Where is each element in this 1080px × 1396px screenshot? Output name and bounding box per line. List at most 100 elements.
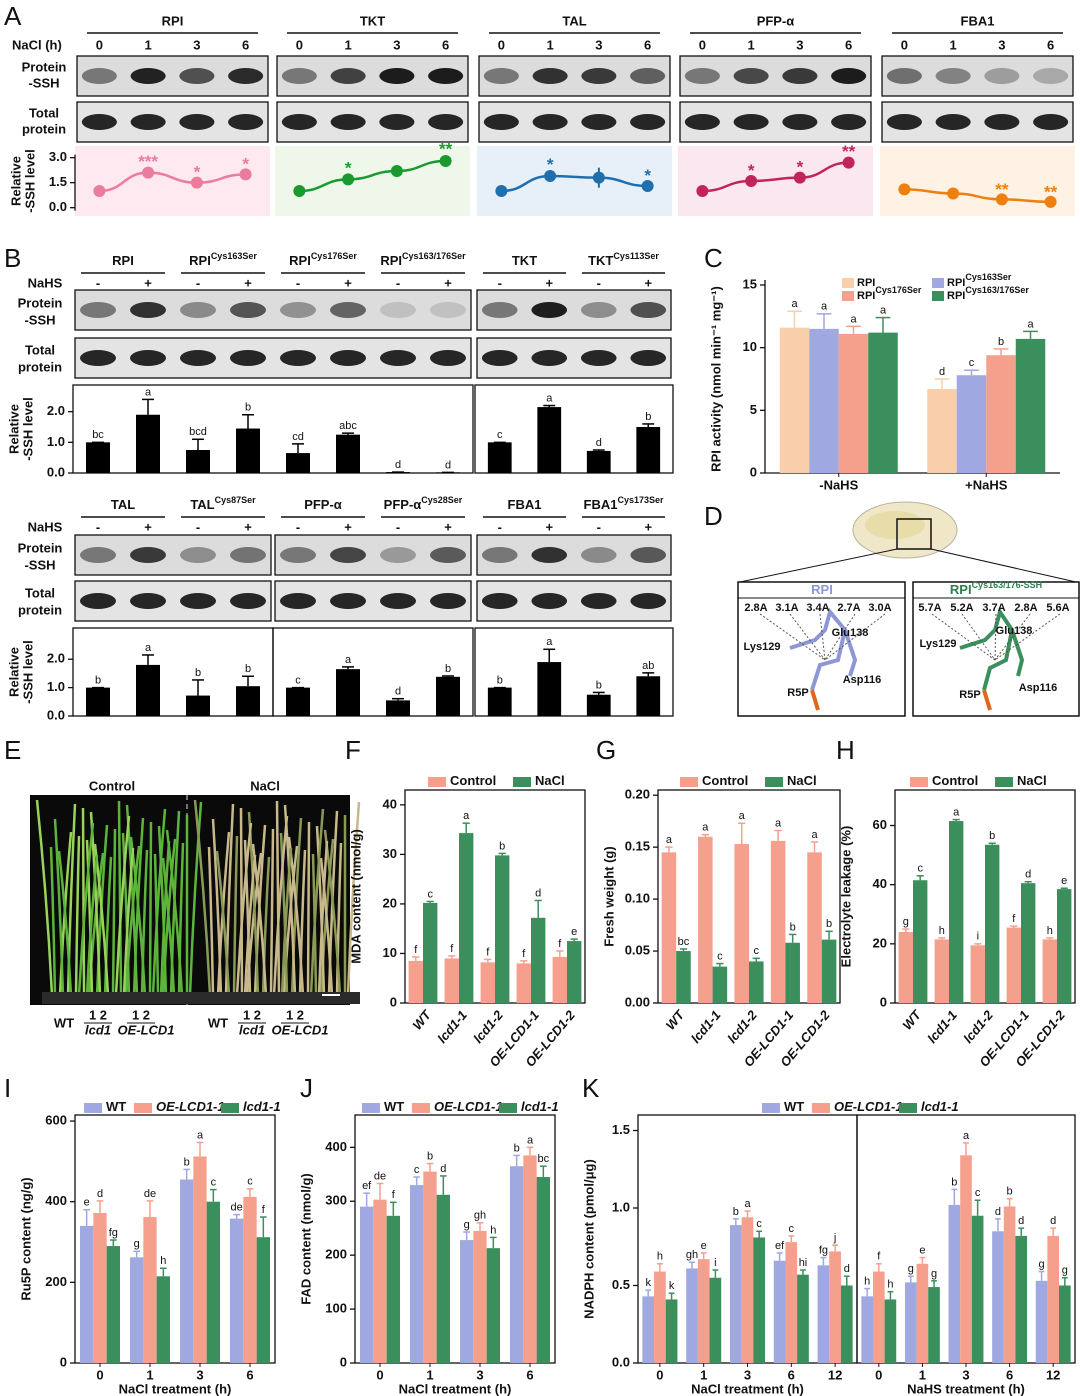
stick-model: [959, 607, 1015, 691]
significance-label: d: [596, 437, 602, 449]
legend-swatch: [134, 1103, 152, 1113]
significance-label: c: [969, 357, 975, 369]
category-label: 0: [498, 37, 505, 52]
blot-band: [280, 302, 316, 318]
blot-band: [531, 593, 568, 609]
x-tick-label: lcd1-1: [688, 1007, 724, 1045]
significance-label: c: [295, 675, 301, 687]
bar: [709, 1277, 722, 1363]
category-label: -: [196, 275, 200, 290]
significance-label: abc: [339, 420, 357, 432]
legend-label: NaCl: [787, 773, 817, 788]
x-tick-label: 6: [788, 1367, 795, 1382]
significance-label: a: [953, 806, 960, 818]
group-title: TALCys87Ser: [190, 495, 256, 512]
zoom-line: [739, 548, 898, 583]
bar: [1021, 883, 1036, 1003]
panel-letter: B: [4, 243, 21, 273]
leaf: [280, 847, 293, 996]
bar: [642, 1296, 655, 1363]
genotype-label: OE-LCD1: [117, 1022, 174, 1037]
bar: [960, 1155, 972, 1363]
point: [342, 173, 355, 186]
bar: [516, 963, 531, 1003]
leaf: [282, 845, 299, 996]
point: [544, 170, 557, 182]
significance-label: c: [211, 1177, 217, 1189]
y-axis-label: NADPH content (pmol/μg): [581, 1159, 596, 1319]
y-tick-label: 0.0: [47, 707, 65, 722]
panel-letter: A: [4, 1, 22, 31]
legend-label: WT: [784, 1099, 804, 1114]
significance-label: f: [558, 938, 562, 950]
leaf: [81, 807, 86, 996]
bar: [971, 1215, 984, 1363]
blot-band: [531, 302, 568, 318]
blot-band: [230, 350, 266, 366]
blot-band: [984, 68, 1020, 84]
plants: [35, 799, 361, 1004]
y-axis-label: -SSH level: [20, 640, 35, 704]
bar: [636, 676, 661, 716]
y-tick-label: 100: [325, 1301, 347, 1316]
bar: [495, 855, 510, 1003]
bar: [93, 1212, 107, 1363]
category-label: +: [444, 275, 452, 290]
blot-row-label: Total: [25, 585, 55, 600]
bar: [180, 1179, 194, 1363]
y-tick-label: 0.05: [625, 942, 650, 957]
distance-label: 3.0A: [868, 602, 891, 614]
significance-label: **: [439, 139, 453, 158]
bar: [872, 1271, 885, 1363]
category-label: -: [498, 275, 502, 290]
leaf: [215, 850, 231, 996]
category-label: 0: [96, 37, 103, 52]
significance-label: c: [427, 888, 433, 900]
blot-band: [428, 114, 464, 130]
significance-label: c: [414, 1164, 420, 1176]
x-tick-label: 6: [1006, 1367, 1013, 1382]
leaf: [211, 818, 223, 996]
leaf: [117, 800, 123, 996]
panel-letter: J: [300, 1073, 313, 1103]
x-tick-label: 0: [656, 1367, 663, 1382]
stick-model: [810, 689, 820, 711]
blot-band: [230, 593, 266, 609]
blot-row-label: -SSH: [24, 557, 55, 572]
bar: [956, 375, 987, 473]
leaf: [103, 856, 113, 996]
legend-label: lcd1-1: [521, 1099, 559, 1114]
chart-title: RPI: [162, 13, 184, 28]
blot-band: [330, 593, 366, 609]
bar: [992, 1231, 1004, 1363]
y-tick-label: 1.5: [49, 174, 67, 189]
blot-band: [630, 593, 667, 609]
significance-label: d: [395, 459, 401, 471]
blot-band: [380, 593, 416, 609]
panel-letter: G: [596, 735, 616, 765]
bar: [868, 332, 898, 473]
significance-label: b: [951, 1176, 957, 1188]
blot-row-label: Protein: [22, 59, 67, 74]
blot-band: [380, 350, 416, 366]
label-text: TAL: [111, 497, 135, 512]
significance-label: b: [95, 675, 101, 687]
category-label: 3: [393, 37, 400, 52]
label-text: lcd1-1: [521, 1099, 559, 1114]
residue-label: Lys129: [744, 641, 781, 653]
y-axis-label: MDA content (nmol/g): [348, 829, 363, 964]
distance-label: 2.8A: [744, 602, 767, 614]
legend-label: RPI: [857, 277, 875, 289]
y-tick-label: 400: [45, 1193, 67, 1208]
legend-label: lcd1-1: [243, 1099, 281, 1114]
blot-band: [684, 68, 720, 84]
blot-band: [935, 114, 971, 130]
distance-label: 5.6A: [1046, 602, 1069, 614]
leaf: [74, 835, 81, 996]
bar: [884, 1299, 897, 1363]
blot-band: [630, 68, 666, 84]
significance-label: c: [754, 945, 760, 957]
